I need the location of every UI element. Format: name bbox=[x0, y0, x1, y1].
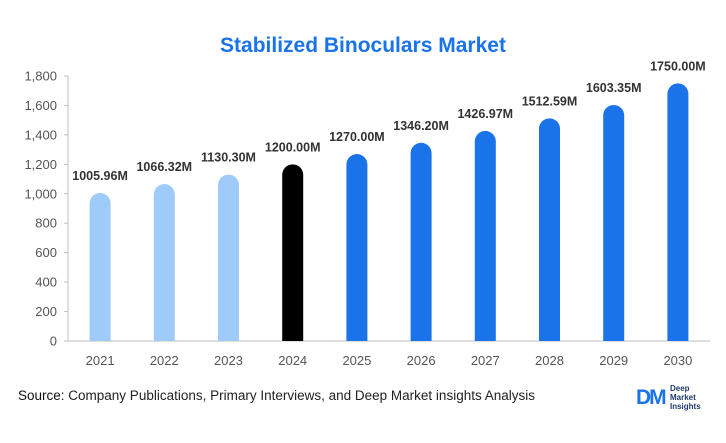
bar-2026 bbox=[410, 142, 432, 341]
logo-line-1: Deep bbox=[670, 384, 690, 393]
logo-line-3: Insights bbox=[670, 402, 701, 411]
x-tick-label: 2027 bbox=[471, 353, 500, 368]
company-logo: DM Deep Market Insights bbox=[636, 382, 722, 412]
data-label-2030: 1750.00M bbox=[650, 59, 706, 73]
x-tick-label: 2024 bbox=[278, 353, 307, 368]
data-label-2024: 1200.00M bbox=[265, 140, 321, 154]
logo-mark: DM bbox=[636, 386, 667, 409]
data-labels: 1005.96M 1066.32M 1130.30M 1200.00M 1270.00M… bbox=[72, 59, 705, 183]
y-tick-label: 800 bbox=[35, 216, 57, 231]
bar-2029 bbox=[603, 104, 625, 341]
x-tick-label: 2028 bbox=[535, 353, 564, 368]
source-line: Source: Company Publications, Primary In… bbox=[18, 388, 535, 403]
data-label-2022: 1066.32M bbox=[136, 160, 192, 174]
bar-2027 bbox=[474, 130, 496, 341]
x-tick-label: 2030 bbox=[663, 353, 692, 368]
bar-2025 bbox=[346, 154, 368, 341]
data-label-2029: 1603.35M bbox=[586, 81, 642, 95]
logo-line-2: Market bbox=[670, 393, 696, 402]
y-tick-label: 1,200 bbox=[24, 157, 57, 172]
x-tick-label: 2029 bbox=[599, 353, 628, 368]
bar-2024 bbox=[282, 164, 304, 341]
y-tick-label: 1,800 bbox=[24, 69, 57, 84]
data-label-2026: 1346.20M bbox=[393, 119, 449, 133]
data-label-2025: 1270.00M bbox=[329, 130, 385, 144]
y-tick-label: 1,600 bbox=[24, 98, 57, 113]
source-label: Source bbox=[18, 388, 61, 403]
x-tick-label: 2022 bbox=[150, 353, 179, 368]
bar-2023 bbox=[218, 174, 239, 341]
x-tick-label: 2023 bbox=[214, 353, 243, 368]
data-label-2027: 1426.97M bbox=[457, 107, 513, 121]
y-axis: 0 200 400 600 800 1,000 1,200 1,400 1,600 1,800 bbox=[24, 69, 69, 349]
bar-2022 bbox=[153, 184, 175, 341]
y-tick-label: 600 bbox=[35, 245, 57, 260]
bar-2021 bbox=[89, 192, 111, 341]
bar-2030 bbox=[667, 83, 689, 341]
x-axis: 2021 2022 2023 2024 2025 2026 2027 2028 2029 2030 bbox=[68, 340, 710, 368]
y-tick-label: 1,400 bbox=[24, 127, 57, 142]
y-tick-label: 0 bbox=[50, 334, 57, 349]
bar-2028 bbox=[539, 118, 560, 342]
source-text: : Company Publications, Primary Intervie… bbox=[60, 388, 535, 403]
x-tick-label: 2025 bbox=[342, 353, 371, 368]
bars bbox=[89, 83, 689, 342]
data-label-2023: 1130.30M bbox=[201, 151, 256, 165]
data-label-2028: 1512.59M bbox=[522, 94, 578, 108]
x-tick-label: 2021 bbox=[86, 353, 115, 368]
y-tick-label: 200 bbox=[35, 304, 57, 319]
x-tick-label: 2026 bbox=[407, 353, 436, 368]
logo-text: Deep Market Insights bbox=[670, 384, 701, 411]
y-tick-label: 1,000 bbox=[24, 186, 57, 201]
data-label-2021: 1005.96M bbox=[72, 169, 128, 183]
chart-title: Stabilized Binoculars Market bbox=[220, 34, 506, 57]
y-tick-label: 400 bbox=[35, 275, 57, 290]
